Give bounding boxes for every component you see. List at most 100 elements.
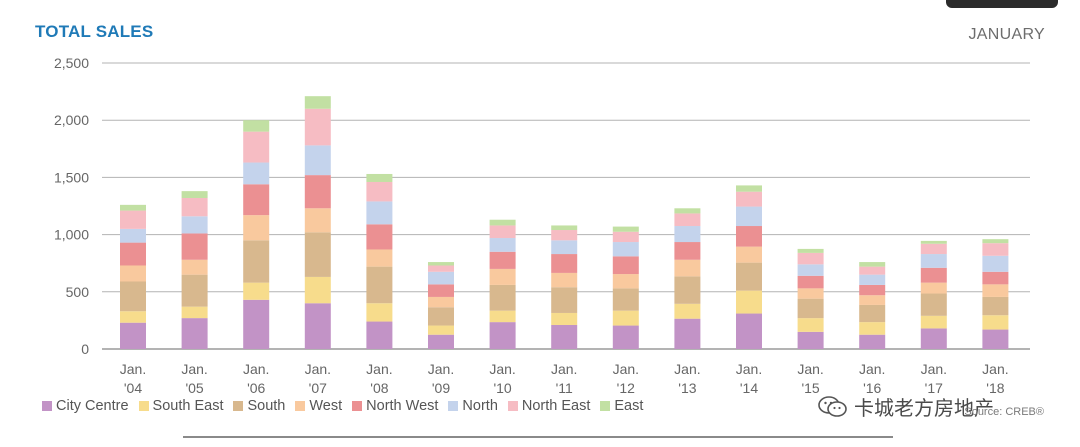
bar-segment — [612, 231, 639, 243]
x-tick-label: '05 — [185, 380, 203, 395]
x-tick-label: Jan. — [181, 361, 207, 377]
bar-segment — [797, 318, 824, 332]
bar-segment — [982, 271, 1009, 285]
x-tick-label: '07 — [309, 380, 327, 395]
legend-item: West — [295, 398, 342, 414]
bar-segment — [243, 299, 270, 349]
bar-segment — [428, 307, 454, 326]
bar-segment — [428, 271, 454, 285]
bar-segment — [489, 284, 516, 311]
bar-segment — [674, 213, 701, 227]
bar-segment — [489, 251, 516, 269]
bar-segment — [551, 324, 578, 349]
bar-segment — [859, 262, 886, 267]
bar-segment — [797, 288, 824, 299]
bar-segment — [736, 185, 762, 192]
legend-swatch — [295, 401, 306, 411]
bar-segment — [489, 268, 516, 285]
bar-segment — [489, 219, 516, 226]
watermark-text: 卡城老方房地产 — [854, 398, 994, 420]
bar-segment — [920, 240, 947, 244]
bar-segment — [120, 228, 146, 243]
bar-segment — [243, 215, 270, 241]
bar-segment — [674, 208, 701, 214]
y-axis-labels: 0 500 1,000 1,500 2,000 2,500 — [54, 55, 89, 357]
bar-segment — [859, 284, 886, 296]
legend-label: East — [614, 398, 644, 414]
bar-segment — [736, 206, 762, 227]
bar-segment — [920, 243, 947, 255]
bar-segment — [551, 230, 578, 241]
bar-segment — [674, 276, 701, 304]
x-tick-label: '06 — [247, 380, 265, 395]
legend-swatch — [507, 401, 518, 411]
legend-item: North East — [507, 398, 590, 414]
x-tick-label: Jan. — [120, 361, 146, 377]
legend-item: South — [233, 398, 285, 414]
top-corner-badge — [946, 0, 1058, 8]
bar-segment — [612, 256, 639, 275]
bar-segment — [366, 224, 393, 250]
y-tick-label: 1,500 — [54, 169, 89, 185]
bar-segment — [181, 216, 208, 234]
source-note: Source: CREB® — [964, 406, 1044, 418]
x-tick-label: '16 — [863, 380, 881, 395]
x-tick-label: Jan. — [797, 361, 823, 377]
x-tick-label: Jan. — [243, 361, 269, 377]
x-tick-label: Jan. — [428, 361, 454, 377]
x-tick-label: '12 — [617, 380, 635, 395]
x-tick-label: Jan. — [859, 361, 885, 377]
bar-segment — [920, 254, 947, 268]
bar-segment — [612, 226, 639, 232]
bar-segment — [243, 282, 270, 300]
bar-segment — [366, 266, 393, 304]
bar-segment — [428, 334, 454, 349]
legend-swatch — [233, 401, 244, 411]
bar-segment — [243, 240, 270, 283]
bar-segment — [612, 310, 639, 326]
watermark: 卡城老方房地产 — [818, 392, 994, 421]
bar-segment — [612, 242, 639, 257]
bar-segment — [797, 248, 824, 253]
x-tick-label: '10 — [493, 380, 511, 395]
bar-segment — [366, 201, 393, 225]
x-tick-label: '04 — [124, 380, 142, 395]
legend-label: South East — [152, 398, 224, 414]
bar-segment — [243, 120, 270, 132]
x-tick-label: Jan. — [982, 361, 1008, 377]
bar-segment — [304, 276, 331, 304]
bar-segment — [982, 243, 1009, 256]
x-tick-label: '14 — [740, 380, 758, 395]
legend-swatch — [352, 401, 363, 411]
bar-segment — [366, 321, 393, 349]
bar-segment — [181, 318, 208, 349]
bar-segment — [920, 282, 947, 294]
bar-segment — [551, 254, 578, 273]
bar-segment — [120, 210, 146, 229]
bar-segment — [674, 318, 701, 349]
bar-segment — [736, 191, 762, 207]
bar-segment — [181, 191, 208, 198]
x-tick-label: '13 — [678, 380, 696, 395]
month-label: JANUARY — [968, 26, 1045, 43]
bar-segment — [243, 184, 270, 216]
bar-segment — [181, 233, 208, 260]
legend-item: North West — [352, 398, 438, 414]
legend-item: North — [448, 398, 498, 414]
bar-segment — [428, 325, 454, 335]
legend-item: South East — [138, 398, 224, 414]
bar-segment — [797, 264, 824, 276]
bar-segment — [304, 145, 331, 176]
x-tick-label: '15 — [801, 380, 819, 395]
wechat-icon — [818, 395, 848, 419]
bar-segment — [736, 313, 762, 349]
bar-segment — [612, 325, 639, 349]
bar-segment — [797, 298, 824, 319]
x-tick-label: Jan. — [674, 361, 700, 377]
x-tick-label: Jan. — [489, 361, 515, 377]
chart-title: TOTAL SALES — [35, 22, 154, 41]
bar-segment — [859, 322, 886, 335]
bar-segment — [736, 290, 762, 314]
legend: City Centre South East South West North West… — [42, 398, 643, 414]
bar-segment — [920, 328, 947, 349]
